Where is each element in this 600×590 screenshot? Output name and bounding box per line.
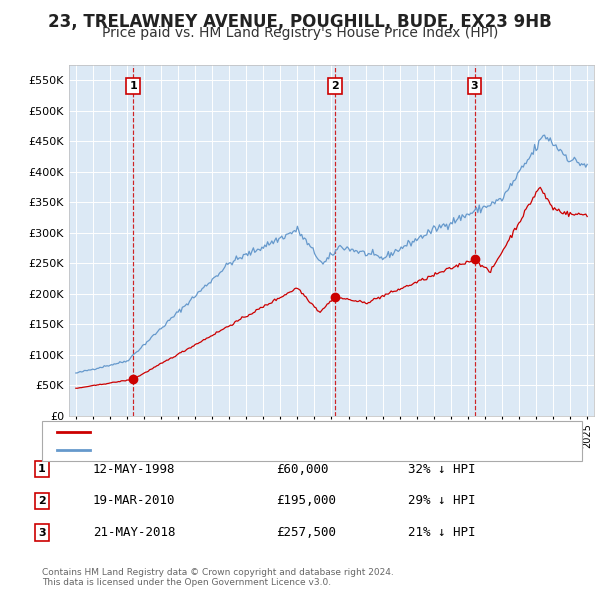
Text: 2: 2 <box>38 496 46 506</box>
Text: HPI: Average price, detached house, Cornwall: HPI: Average price, detached house, Corn… <box>99 445 349 455</box>
Text: 1: 1 <box>38 464 46 474</box>
Text: 2: 2 <box>331 81 339 91</box>
Text: Contains HM Land Registry data © Crown copyright and database right 2024.
This d: Contains HM Land Registry data © Crown c… <box>42 568 394 587</box>
Text: 1: 1 <box>129 81 137 91</box>
Text: 23, TRELAWNEY AVENUE, POUGHILL, BUDE, EX23 9HB (detached house): 23, TRELAWNEY AVENUE, POUGHILL, BUDE, EX… <box>99 428 495 438</box>
Text: 12-MAY-1998: 12-MAY-1998 <box>93 463 176 476</box>
Text: 3: 3 <box>470 81 478 91</box>
Text: 32% ↓ HPI: 32% ↓ HPI <box>408 463 476 476</box>
Text: Price paid vs. HM Land Registry's House Price Index (HPI): Price paid vs. HM Land Registry's House … <box>102 26 498 40</box>
Text: 21-MAY-2018: 21-MAY-2018 <box>93 526 176 539</box>
Text: £257,500: £257,500 <box>276 526 336 539</box>
Text: 19-MAR-2010: 19-MAR-2010 <box>93 494 176 507</box>
Text: 23, TRELAWNEY AVENUE, POUGHILL, BUDE, EX23 9HB: 23, TRELAWNEY AVENUE, POUGHILL, BUDE, EX… <box>48 13 552 31</box>
Text: £195,000: £195,000 <box>276 494 336 507</box>
Text: 29% ↓ HPI: 29% ↓ HPI <box>408 494 476 507</box>
Text: 21% ↓ HPI: 21% ↓ HPI <box>408 526 476 539</box>
Text: 3: 3 <box>38 528 46 537</box>
Text: £60,000: £60,000 <box>276 463 329 476</box>
